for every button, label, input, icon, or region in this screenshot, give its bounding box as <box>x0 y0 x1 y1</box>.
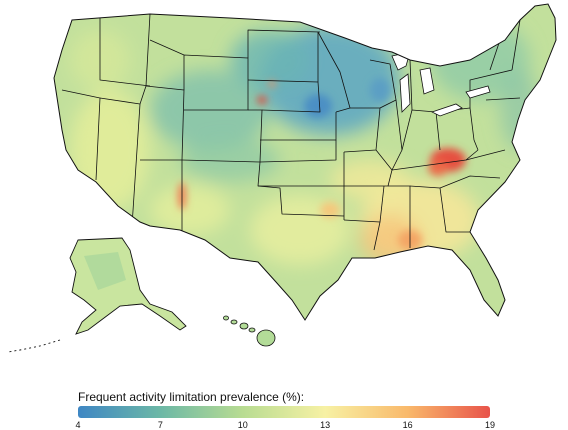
alaska <box>7 237 187 353</box>
legend-color-bar <box>78 406 490 418</box>
legend: Frequent activity limitation prevalence … <box>70 390 500 430</box>
legend-tick-19: 19 <box>484 420 496 430</box>
legend-tick-10: 10 <box>237 420 248 430</box>
legend-tick-13: 13 <box>320 420 331 430</box>
us-county-map <box>7 3 557 353</box>
legend-tick-4: 4 <box>75 420 81 430</box>
legend-title: Frequent activity limitation prevalence … <box>78 390 305 404</box>
legend-tick-7: 7 <box>157 420 163 430</box>
legend-tick-16: 16 <box>402 420 413 430</box>
hawaii <box>223 315 276 347</box>
